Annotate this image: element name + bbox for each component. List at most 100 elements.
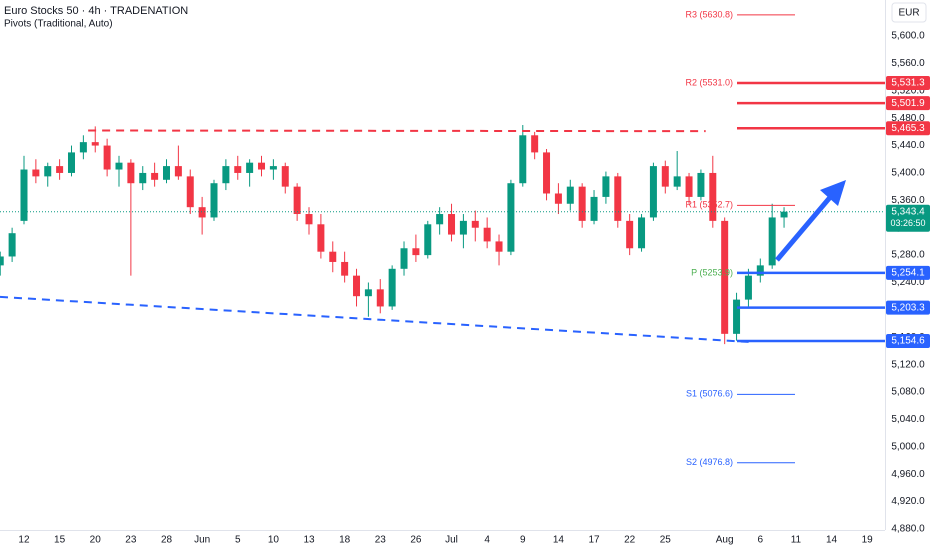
currency-box[interactable] xyxy=(891,2,927,23)
candle-body xyxy=(186,176,194,208)
y-tick-label: 4,960.0 xyxy=(891,469,925,480)
candle-body xyxy=(353,275,361,297)
x-tick-label: 11 xyxy=(791,535,802,546)
level-label: 5,203.3 xyxy=(891,302,925,313)
x-tick-label: Jul xyxy=(445,535,458,546)
level-tag xyxy=(886,76,930,91)
candle-body xyxy=(103,145,111,170)
candle-body xyxy=(507,183,515,252)
candle-body xyxy=(139,172,147,184)
x-tick-label: 23 xyxy=(125,535,137,546)
candle-body xyxy=(79,142,87,153)
x-tick-label: 22 xyxy=(624,535,636,546)
candle-body xyxy=(44,166,52,177)
candle-body xyxy=(744,275,752,300)
candle-body xyxy=(768,217,776,266)
candle-body xyxy=(269,166,277,170)
y-tick-label: 5,280.0 xyxy=(891,250,925,261)
currency: EUR xyxy=(898,8,919,19)
x-tick-label: 14 xyxy=(553,535,565,546)
x-tick-label: 10 xyxy=(268,535,280,546)
level-tag xyxy=(886,96,930,111)
x-tick-label: 6 xyxy=(758,535,764,546)
last-price-tag xyxy=(886,204,930,232)
x-tick-label: 12 xyxy=(18,535,30,546)
arrow-shaft xyxy=(775,193,834,262)
pivot-label: S2 (4976.8) xyxy=(686,457,733,467)
countdown: 03:26:50 xyxy=(890,218,925,228)
pivot-label: R2 (5531.0) xyxy=(685,78,733,88)
candle-body xyxy=(293,186,301,215)
candle-body xyxy=(566,186,574,204)
y-tick-label: 5,560.0 xyxy=(891,58,925,69)
y-tick-label: 5,120.0 xyxy=(891,359,925,370)
candle-body xyxy=(685,176,693,197)
y-tick-label: 4,920.0 xyxy=(891,496,925,507)
candle-body xyxy=(0,256,4,266)
pivot-label: S1 (5076.6) xyxy=(686,389,733,399)
candle-body xyxy=(56,166,64,173)
candle-body xyxy=(341,261,349,276)
candle-body xyxy=(590,196,598,221)
candle-body xyxy=(317,224,325,252)
candle-body xyxy=(198,207,206,218)
candle-body xyxy=(448,214,456,235)
candle-body xyxy=(519,135,527,184)
candle-body xyxy=(388,268,396,307)
y-tick-label: 5,480.0 xyxy=(891,113,925,124)
y-tick-label: 5,240.0 xyxy=(891,277,925,288)
candle-body xyxy=(733,299,741,334)
plot-area: 5,600.0 5,560.0 5,520.0 5,480.0 5,440.0 5,400… xyxy=(0,31,925,546)
x-tick-label: 25 xyxy=(660,535,672,546)
candle-body xyxy=(459,220,467,235)
arrow-head xyxy=(820,180,846,206)
candle-body xyxy=(721,220,729,334)
candle-body xyxy=(495,241,503,252)
level-label: 5,501.9 xyxy=(891,98,925,109)
candle-body xyxy=(20,169,28,221)
x-tick-label: Aug xyxy=(716,535,734,546)
candle-body xyxy=(614,176,622,221)
candle-body xyxy=(210,183,218,218)
candle-body xyxy=(424,224,432,256)
x-tick-label: Jun xyxy=(194,535,210,546)
level-label: 5,154.6 xyxy=(891,336,925,347)
indicator-name: Pivots (Traditional, Auto) xyxy=(4,19,113,30)
candle-body xyxy=(673,176,681,187)
overlay: R3 (5630.8) R2 (5531.0) R1 (5352.7) P (5253… xyxy=(0,9,930,467)
candle-body xyxy=(67,152,75,173)
candle-body xyxy=(578,186,586,221)
x-tick-label: 17 xyxy=(588,535,600,546)
candle-body xyxy=(376,289,384,307)
candle-body xyxy=(364,289,372,297)
x-tick-label: 9 xyxy=(520,535,526,546)
x-tick-label: 5 xyxy=(235,535,241,546)
candle-body xyxy=(661,166,669,187)
candle-body xyxy=(234,166,242,173)
candle-body xyxy=(329,251,337,262)
pivot-label: R1 (5352.7) xyxy=(685,200,733,210)
x-tick-label: 18 xyxy=(339,535,351,546)
x-tick-label: 23 xyxy=(375,535,387,546)
candle-body xyxy=(32,169,40,177)
y-tick-label: 4,880.0 xyxy=(891,524,925,535)
level-tag xyxy=(886,265,930,280)
x-tick-label: 26 xyxy=(410,535,422,546)
candle-body xyxy=(756,265,764,276)
candle-body xyxy=(246,162,254,173)
candle-body xyxy=(780,211,788,218)
y-tick-label: 5,440.0 xyxy=(891,140,925,151)
candle-body xyxy=(554,193,562,204)
candle-body xyxy=(281,166,289,187)
y-tick-label: 5,600.0 xyxy=(891,31,925,42)
pivot-label: R3 (5630.8) xyxy=(685,9,733,19)
pivot-label: P (5253.9) xyxy=(691,267,733,277)
y-tick-label: 5,400.0 xyxy=(891,168,925,179)
level-label: 5,531.3 xyxy=(891,78,925,89)
trendline xyxy=(88,129,706,133)
candle-body xyxy=(400,248,408,269)
candle-body xyxy=(305,214,313,225)
candle-body xyxy=(174,166,182,177)
candle-body xyxy=(412,248,420,256)
